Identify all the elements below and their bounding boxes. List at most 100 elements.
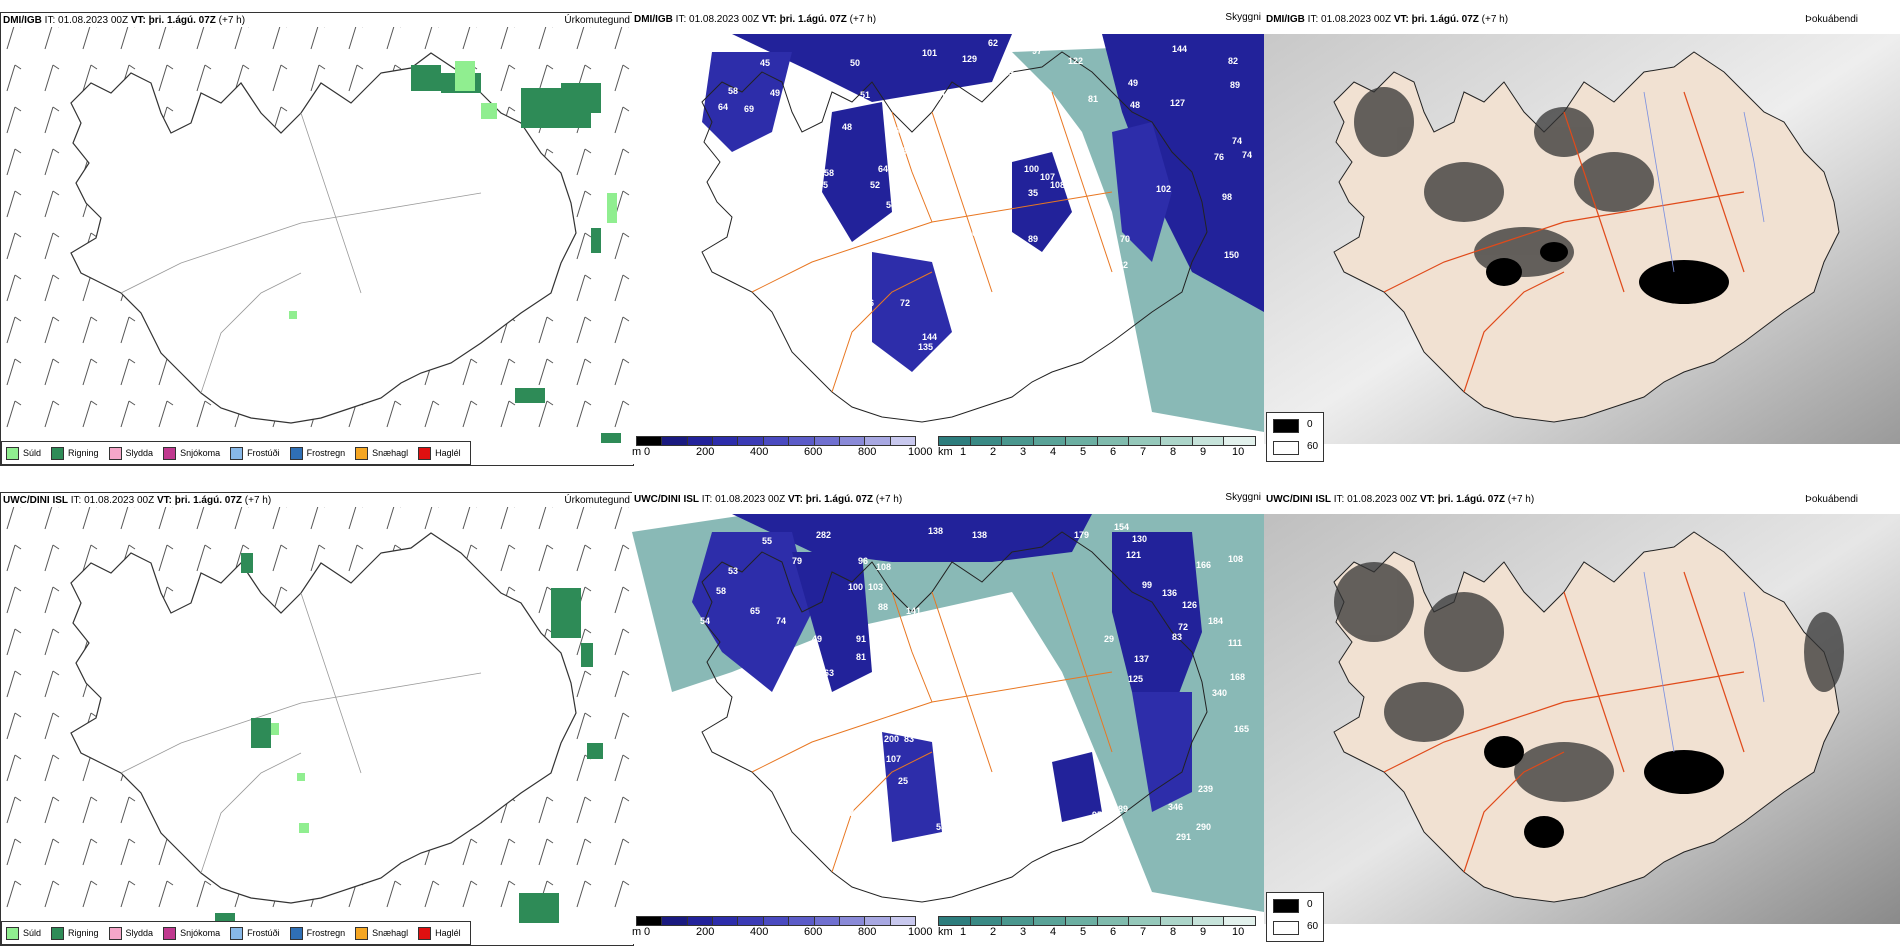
height-value: 60 xyxy=(912,382,923,392)
panel-title: DMI/IGB IT: 01.08.2023 00Z VT: þri. 1.ág… xyxy=(1266,14,1509,25)
colorbar-swatches xyxy=(938,436,1256,446)
colorbar-tick: 2 xyxy=(990,446,997,458)
colorbar-tick: 8 xyxy=(1170,446,1177,458)
height-value: 99 xyxy=(1142,580,1153,590)
height-value: 135 xyxy=(918,342,934,352)
colorbar-tick: 1000 xyxy=(908,926,933,938)
height-value: 141 xyxy=(906,606,922,616)
fog-legend: 0 60 xyxy=(1266,412,1324,462)
height-value: 65 xyxy=(750,606,761,616)
height-value: 129 xyxy=(962,54,978,64)
height-value: 62 xyxy=(988,38,999,48)
height-value: 45 xyxy=(760,58,771,68)
legend-item: Frostúði xyxy=(230,926,280,940)
height-value: 63 xyxy=(1004,68,1015,78)
height-value: 107 xyxy=(1072,38,1088,48)
precip-legend: Súld Rigning Slydda Snjókoma Frostúði Fr… xyxy=(1,441,471,465)
height-value: 109 xyxy=(884,626,900,636)
cloud-map xyxy=(632,514,1264,924)
height-value: 108 xyxy=(1050,180,1066,190)
height-value: 168 xyxy=(1230,672,1246,682)
height-value: 136 xyxy=(1162,588,1178,598)
height-value: 108 xyxy=(876,562,892,572)
precip-map xyxy=(1,27,633,443)
height-value: 70 xyxy=(930,858,941,868)
height-value: 10 xyxy=(944,248,955,258)
height-value: 150 xyxy=(1224,250,1240,260)
legend-item: Frostregn xyxy=(289,926,345,940)
iceland-land xyxy=(1333,51,1840,423)
height-value: 89 xyxy=(1230,80,1241,90)
legend-swatch xyxy=(108,926,122,940)
colorbar-tick: 6 xyxy=(1110,926,1117,938)
height-value: 46 xyxy=(1010,100,1021,110)
height-value: 64 xyxy=(718,102,729,112)
legend-swatch xyxy=(51,926,65,940)
height-value: 48 xyxy=(820,122,831,132)
legend-swatch-black xyxy=(1273,419,1299,433)
height-value: 165 xyxy=(1234,724,1250,734)
height-value: 54 xyxy=(700,616,711,626)
height-value: 95 xyxy=(1092,810,1103,820)
panel-uwc-cloud: UWC/DINI ISL IT: 01.08.2023 00Z VT: þri.… xyxy=(632,492,1264,944)
height-value: 58 xyxy=(902,146,913,156)
legend-item: Snjókoma xyxy=(163,926,220,940)
colorbar-tick: 6 xyxy=(1110,446,1117,458)
height-value: 346 xyxy=(1168,802,1184,812)
height-value: 48 xyxy=(842,122,853,132)
colorbar-swatches xyxy=(636,916,916,926)
colorbar-unit: km xyxy=(938,926,953,938)
height-value: 340 xyxy=(1212,688,1228,698)
colorbar-tick: 200 xyxy=(696,926,715,938)
height-value: 81 xyxy=(1088,94,1099,104)
height-value: 58 xyxy=(716,586,727,596)
height-value: 35 xyxy=(1028,188,1039,198)
height-value: 81 xyxy=(856,652,867,662)
height-value: 49 xyxy=(812,634,823,644)
legend-value: 0 xyxy=(1307,899,1313,910)
legend-swatch xyxy=(108,446,122,460)
panel-title: UWC/DINI ISL IT: 01.08.2023 00Z VT: þri.… xyxy=(634,494,903,505)
precip-legend: Súld Rigning Slydda Snjókoma Frostúði Fr… xyxy=(1,921,471,945)
height-value: 127 xyxy=(1170,98,1186,108)
height-value: 74 xyxy=(1232,136,1243,146)
height-value: 79 xyxy=(792,556,803,566)
height-value: 125 xyxy=(1128,674,1144,684)
rivers xyxy=(1643,91,1765,273)
colorbar-tick: 800 xyxy=(858,926,877,938)
height-value: 184 xyxy=(1208,616,1224,626)
height-value: 35 xyxy=(937,188,948,198)
height-value: 51 xyxy=(860,90,871,100)
fog-legend: 0 60 xyxy=(1266,892,1324,942)
colorbar-tick: 4 xyxy=(1050,446,1057,458)
height-value: 100 xyxy=(1024,164,1040,174)
height-value: 291 xyxy=(1176,832,1192,842)
panel-dmi-cloud: DMI/IGB IT: 01.08.2023 00Z VT: þri. 1.ág… xyxy=(632,12,1264,464)
colorbar-swatches xyxy=(938,916,1256,926)
height-value: 290 xyxy=(1196,822,1212,832)
colorbar-unit: m xyxy=(632,926,642,938)
height-value: 62 xyxy=(1118,260,1129,270)
colorbar-tick: 5 xyxy=(1080,446,1087,458)
legend-swatch-black xyxy=(1273,899,1299,913)
height-value: 88 xyxy=(878,602,889,612)
height-value: 111 xyxy=(1228,638,1243,648)
fog-map xyxy=(1264,514,1900,924)
height-value: 57 xyxy=(780,318,791,328)
height-value: 10 xyxy=(870,742,881,752)
height-value: 402 xyxy=(818,812,834,822)
height-value: 53 xyxy=(894,126,905,136)
height-value: 49 xyxy=(1128,78,1139,88)
colorbar-unit: km xyxy=(938,446,953,458)
legend-item: Súld xyxy=(6,446,41,460)
legend-swatch xyxy=(163,926,177,940)
colorbar-tick: 200 xyxy=(696,446,715,458)
height-value: 137 xyxy=(1134,654,1150,664)
legend-swatch-white xyxy=(1273,441,1299,455)
height-value: 77 xyxy=(882,658,893,668)
height-value: 64 xyxy=(878,164,889,174)
legend-swatch xyxy=(6,926,19,940)
height-value: 45 xyxy=(818,180,829,190)
legend-item: Slydda xyxy=(108,926,153,940)
legend-item: Snæhagl xyxy=(355,446,408,460)
